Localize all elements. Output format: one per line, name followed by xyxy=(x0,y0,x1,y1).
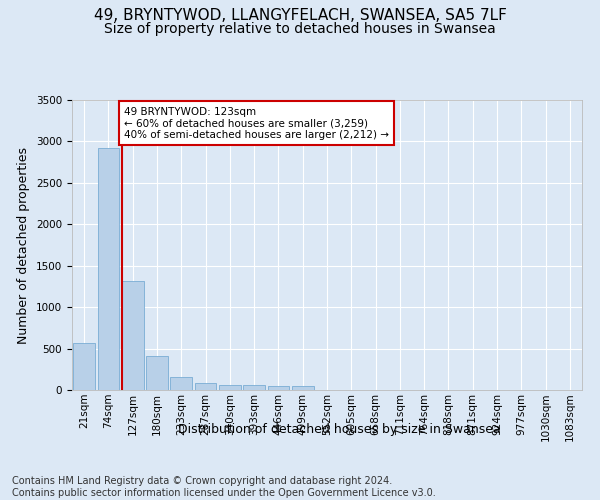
Text: 49 BRYNTYWOD: 123sqm
← 60% of detached houses are smaller (3,259)
40% of semi-de: 49 BRYNTYWOD: 123sqm ← 60% of detached h… xyxy=(124,106,389,140)
Bar xyxy=(194,384,217,390)
Text: Contains HM Land Registry data © Crown copyright and database right 2024.
Contai: Contains HM Land Registry data © Crown c… xyxy=(12,476,436,498)
Text: Distribution of detached houses by size in Swansea: Distribution of detached houses by size … xyxy=(178,422,500,436)
Bar xyxy=(97,148,119,390)
Bar xyxy=(73,343,95,390)
Y-axis label: Number of detached properties: Number of detached properties xyxy=(17,146,31,344)
Text: 49, BRYNTYWOD, LLANGYFELACH, SWANSEA, SA5 7LF: 49, BRYNTYWOD, LLANGYFELACH, SWANSEA, SA… xyxy=(94,8,506,22)
Bar xyxy=(292,386,314,390)
Bar xyxy=(146,356,168,390)
Bar xyxy=(219,385,241,390)
Bar xyxy=(170,377,192,390)
Bar xyxy=(268,386,289,390)
Bar xyxy=(122,280,143,390)
Bar xyxy=(243,386,265,390)
Text: Size of property relative to detached houses in Swansea: Size of property relative to detached ho… xyxy=(104,22,496,36)
